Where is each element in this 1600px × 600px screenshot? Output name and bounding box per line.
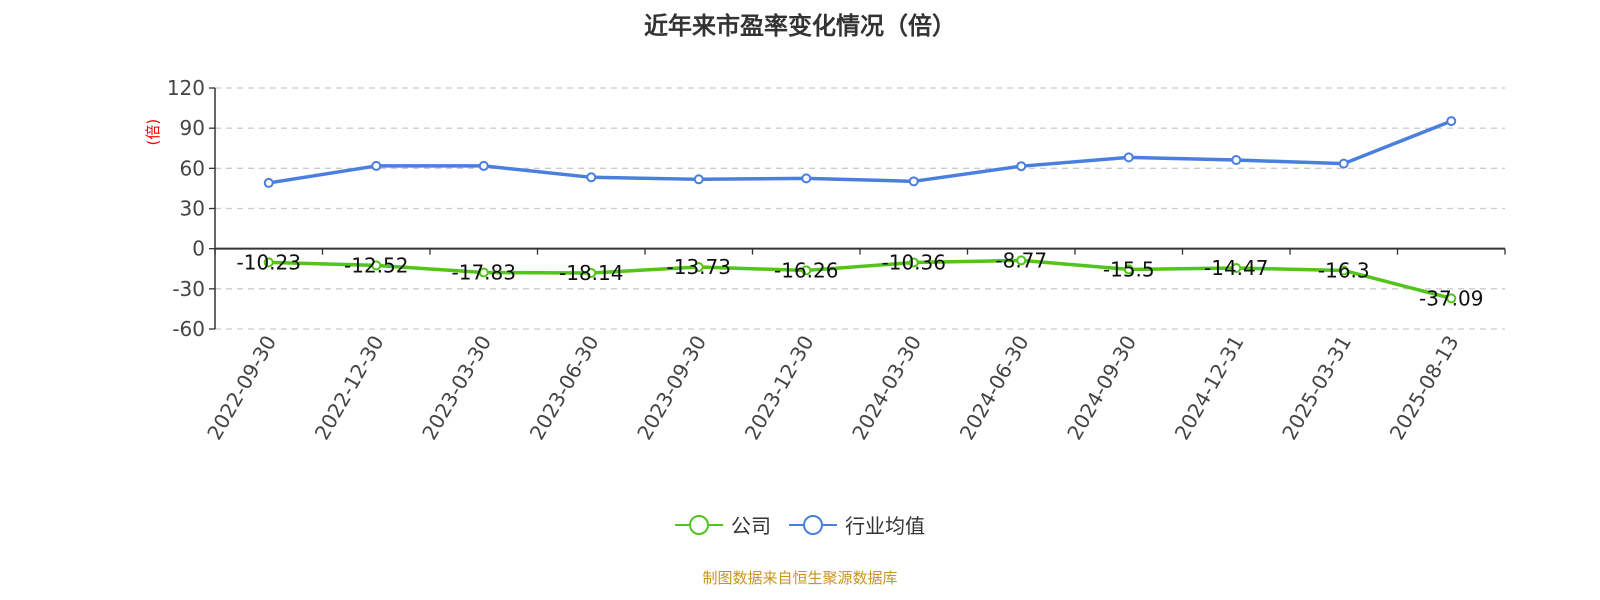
y-tick-label: -30 — [172, 277, 205, 301]
data-label: -14.47 — [1204, 256, 1268, 280]
data-point — [1446, 116, 1457, 127]
source-note: 制图数据来自恒生聚源数据库 — [702, 569, 898, 587]
chart-title: 近年来市盈率变化情况（倍） — [644, 12, 956, 40]
data-point — [263, 177, 274, 188]
data-point — [1123, 264, 1134, 275]
y-tick-label: -60 — [172, 317, 205, 341]
data-label: -15.5 — [1103, 257, 1155, 281]
data-point — [908, 176, 919, 187]
series-line — [268, 258, 1452, 301]
data-point — [1446, 293, 1457, 304]
data-label: -18.14 — [559, 261, 623, 285]
x-tick-label: 2025-03-31 — [1277, 331, 1356, 444]
x-tick-label: 2024-12-31 — [1170, 331, 1249, 444]
data-label: -37.09 — [1419, 286, 1483, 310]
data-point — [801, 173, 812, 184]
y-tick-label: 30 — [180, 197, 205, 221]
data-label: -16.3 — [1318, 258, 1370, 282]
x-tick-label: 2023-03-30 — [417, 331, 496, 444]
data-point — [1016, 161, 1027, 172]
x-tick-label: 2023-06-30 — [525, 331, 604, 444]
data-label: -10.23 — [237, 250, 301, 274]
data-label: -8.77 — [995, 248, 1047, 272]
x-tick-label: 2024-06-30 — [955, 331, 1034, 444]
data-point — [1231, 263, 1242, 274]
x-tick-label: 2023-12-30 — [740, 331, 819, 444]
data-point — [1338, 265, 1349, 276]
legend-item[interactable]: 公司 — [675, 510, 771, 539]
data-label: -13.73 — [667, 255, 731, 279]
data-point — [478, 160, 489, 171]
series-line — [268, 119, 1452, 185]
data-point — [371, 260, 382, 271]
x-tick-label: 2022-09-30 — [202, 331, 281, 444]
data-label: -12.52 — [344, 253, 408, 277]
legend-line-circle-icon — [789, 514, 837, 535]
y-axis-label: (倍) — [144, 119, 162, 146]
data-point — [478, 267, 489, 278]
y-tick-label: 90 — [180, 116, 205, 140]
data-point — [693, 174, 704, 185]
legend-item[interactable]: 行业均值 — [789, 510, 925, 539]
legend-label: 行业均值 — [845, 514, 925, 538]
data-point — [1016, 255, 1027, 266]
data-point — [586, 172, 597, 183]
y-tick-label: 120 — [167, 76, 205, 100]
y-tick-label: 0 — [192, 237, 205, 261]
data-point — [1231, 155, 1242, 166]
x-tick-label: 2023-09-30 — [632, 331, 711, 444]
legend-line-circle-icon — [675, 514, 723, 535]
data-label: -17.83 — [452, 261, 516, 285]
data-point — [801, 265, 812, 276]
data-point — [586, 267, 597, 278]
line-chart: -60 -30 0 30 60 90 120 (倍) 2022-09-30 2022-12-30 2… — [144, 76, 1506, 444]
data-point — [693, 262, 704, 273]
x-tick-label: 2024-09-30 — [1062, 331, 1141, 444]
x-tick-label: 2022-12-30 — [310, 331, 389, 444]
data-point — [908, 257, 919, 268]
data-point — [1338, 158, 1349, 169]
x-tick-label: 2025-08-13 — [1385, 331, 1464, 444]
y-tick-label: 60 — [180, 156, 205, 180]
data-label: -10.36 — [882, 251, 946, 275]
legend: 公司 行业均值 — [0, 510, 1600, 539]
data-point — [263, 257, 274, 268]
data-label: -16.26 — [774, 258, 838, 282]
legend-label: 公司 — [731, 514, 771, 538]
data-point — [371, 160, 382, 171]
x-tick-label: 2024-03-30 — [847, 331, 926, 444]
data-point — [1123, 152, 1134, 163]
